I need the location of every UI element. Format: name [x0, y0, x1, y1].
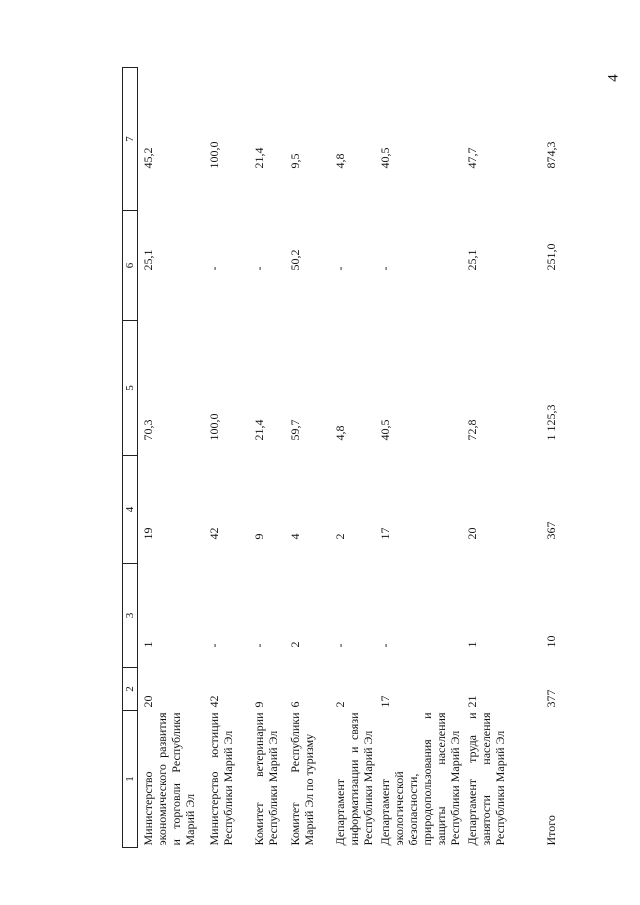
column-header: 7 [122, 67, 138, 211]
cell-value: 4,8 [332, 153, 347, 169]
cell-value: 2 [332, 701, 347, 708]
column-header: 5 [122, 320, 138, 456]
column-header: 6 [122, 210, 138, 321]
total-label: Итого [543, 815, 558, 846]
cell-value: 19 [141, 527, 155, 540]
cell-value: - [251, 643, 266, 648]
cell-value: 2 [287, 641, 302, 648]
org-name: Министерство юстиции Республики Марий Эл [206, 712, 235, 846]
cell-value: 40,5 [377, 419, 392, 441]
cell-value: 9 [251, 701, 266, 708]
cell-value: - [206, 643, 221, 648]
table-row: Министерство юстиции Республики Марий Эл… [204, 68, 249, 848]
table-row: Департамент экологической безопасности, … [375, 68, 462, 848]
cell-value: 100,0 [206, 413, 221, 441]
cell-value: 25,1 [464, 249, 479, 271]
org-name: Министерство экономического развития и т… [141, 712, 197, 846]
org-name: Департамент информатизации и связи Респу… [332, 712, 375, 846]
org-name: Комитет Республики Марий Эл по туризму [287, 712, 316, 846]
cell-value: 40,5 [377, 147, 392, 169]
cell-value: 9,5 [287, 153, 302, 169]
column-header: 1 [122, 710, 138, 848]
cell-value: 47,7 [464, 147, 479, 169]
cell-value: 21,4 [251, 147, 266, 169]
cell-value: 6 [287, 701, 302, 708]
cell-value: 4,8 [332, 425, 347, 441]
cell-value: 1 [141, 641, 155, 648]
cell-value: 17 [377, 527, 392, 540]
table-row: Министерство экономического развития и т… [138, 68, 204, 848]
total-row: Итого 377 10 367 1 125,3 251,0 874,3 [514, 68, 559, 848]
total-value: 367 [543, 521, 558, 540]
total-value: 874,3 [543, 141, 558, 169]
column-header: 2 [122, 667, 138, 711]
cell-value: - [332, 643, 347, 648]
total-value: 251,0 [543, 243, 558, 271]
cell-value: 42 [206, 695, 221, 708]
cell-value: 50,2 [287, 249, 302, 271]
cell-value: 4 [287, 533, 302, 540]
total-value: 10 [543, 635, 558, 648]
total-value: 377 [543, 689, 558, 708]
cell-value: 45,2 [141, 147, 155, 169]
header-row: 1 2 3 4 5 6 7 [122, 67, 138, 848]
table-row: Комитет ветеринарии Республики Марий Эл … [249, 68, 285, 848]
cell-value: - [332, 266, 347, 271]
cell-value: 72,8 [464, 419, 479, 441]
rotated-table-container: 1 2 3 4 5 6 7 Министерство экономическог… [122, 67, 622, 848]
column-header: 4 [122, 455, 138, 564]
cell-value: 59,7 [287, 419, 302, 441]
cell-value: 21,4 [251, 419, 266, 441]
cell-value: 21 [464, 695, 479, 708]
org-name: Департамент экологической безопасности, … [377, 712, 462, 846]
cell-value: 20 [464, 527, 479, 540]
cell-value: 42 [206, 527, 221, 540]
cell-value: 25,1 [141, 249, 155, 271]
cell-value: - [377, 643, 392, 648]
cell-value: 70,3 [141, 419, 155, 441]
cell-value: 2 [332, 533, 347, 540]
table-row: Департамент труда и занятости населения … [462, 68, 514, 848]
org-name: Комитет ветеринарии Республики Марий Эл [251, 712, 280, 846]
cell-value: - [377, 266, 392, 271]
table-row: Департамент информатизации и связи Респу… [330, 68, 375, 848]
column-header: 3 [122, 563, 138, 668]
table-row: Комитет Республики Марий Эл по туризму 6… [285, 68, 330, 848]
cell-value: - [206, 266, 221, 271]
cell-value: 100,0 [206, 141, 221, 169]
cell-value: 20 [141, 695, 155, 708]
data-table: 1 2 3 4 5 6 7 Министерство экономическог… [122, 67, 559, 848]
cell-value: 9 [251, 533, 266, 540]
org-name: Департамент труда и занятости населения … [464, 712, 507, 846]
cell-value: 17 [377, 695, 392, 708]
cell-value: 1 [464, 641, 479, 648]
total-value: 1 125,3 [543, 404, 558, 441]
cell-value: - [251, 266, 266, 271]
